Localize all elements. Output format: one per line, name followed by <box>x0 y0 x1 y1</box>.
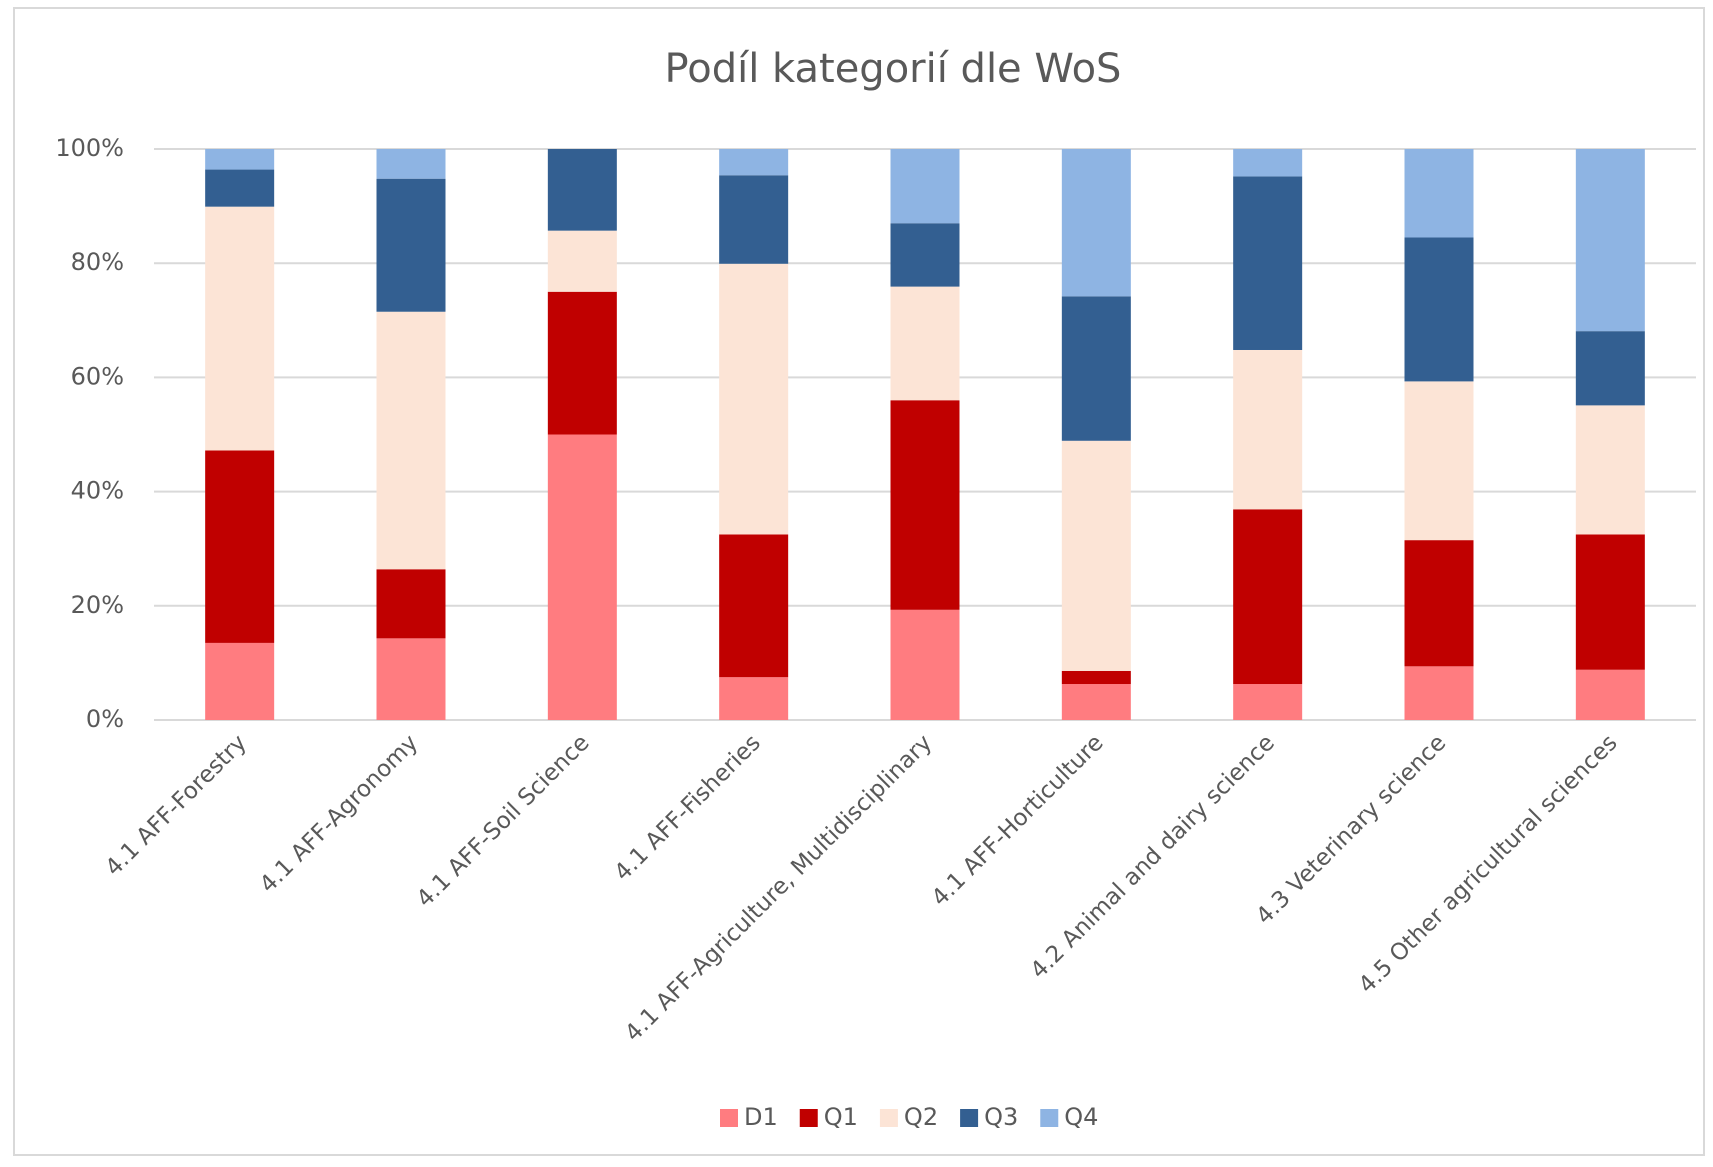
bar-segment <box>376 569 446 639</box>
bar-segment <box>1233 176 1303 350</box>
legend-label: Q2 <box>904 1103 938 1131</box>
bar-segment <box>376 638 446 720</box>
bar-segment <box>1404 237 1474 382</box>
bar-segment <box>1575 405 1645 535</box>
legend-label: D1 <box>744 1103 778 1131</box>
bar-segment <box>1233 349 1303 510</box>
bar-segment <box>376 149 446 179</box>
bar-segment <box>719 534 789 678</box>
bar-segment <box>890 149 960 224</box>
bar-segment <box>205 450 275 643</box>
bar-segment <box>376 178 446 312</box>
bar-segment <box>1575 669 1645 720</box>
bar-segment <box>1575 534 1645 670</box>
bar-segment <box>1575 331 1645 406</box>
y-tick-label: 80% <box>71 248 124 276</box>
bar-segment <box>719 263 789 535</box>
y-tick-label: 60% <box>71 362 124 390</box>
bar-segment <box>1404 381 1474 541</box>
bar-segment <box>1233 684 1303 720</box>
bar-segment <box>547 230 617 292</box>
bar-segment <box>719 175 789 264</box>
bar-segment <box>205 169 275 207</box>
bar-segment <box>1061 440 1131 671</box>
bar-segment <box>890 609 960 720</box>
bar-segment <box>1061 684 1131 720</box>
bar-segment <box>547 434 617 720</box>
y-tick-label: 0% <box>86 705 124 733</box>
bar-segment <box>890 223 960 287</box>
bar-segment <box>1233 509 1303 685</box>
bar-segment <box>1404 666 1474 720</box>
legend-swatch <box>879 1109 898 1127</box>
bar-segment <box>1061 296 1131 441</box>
legend-swatch <box>960 1109 979 1127</box>
bar-segment <box>376 311 446 570</box>
y-tick-label: 20% <box>71 591 124 619</box>
bar-segment <box>1233 149 1303 177</box>
legend-label: Q4 <box>1064 1103 1098 1131</box>
bar-segment <box>1061 149 1131 297</box>
bar-segment <box>719 149 789 176</box>
bar-segment <box>719 677 789 720</box>
bar-segment <box>205 149 275 170</box>
bar-segment <box>547 149 617 231</box>
bar-segment <box>547 291 617 435</box>
bar-segment <box>1404 540 1474 667</box>
bar-segment <box>890 400 960 610</box>
bar-segment <box>1061 670 1131 685</box>
y-tick-label: 100% <box>55 134 124 162</box>
bar-segment <box>205 206 275 451</box>
legend-swatch <box>1040 1109 1059 1127</box>
bar-segment <box>205 642 275 720</box>
bar-segment <box>1404 149 1474 238</box>
legend-swatch <box>799 1109 818 1127</box>
legend-swatch <box>720 1109 738 1127</box>
legend-label: Q3 <box>984 1103 1018 1131</box>
chart-title: Podíl kategorií dle WoS <box>665 46 1122 92</box>
legend-label: Q1 <box>824 1103 858 1131</box>
bar-segment <box>890 286 960 401</box>
y-tick-label: 40% <box>71 477 124 505</box>
bar-segment <box>1575 149 1645 332</box>
